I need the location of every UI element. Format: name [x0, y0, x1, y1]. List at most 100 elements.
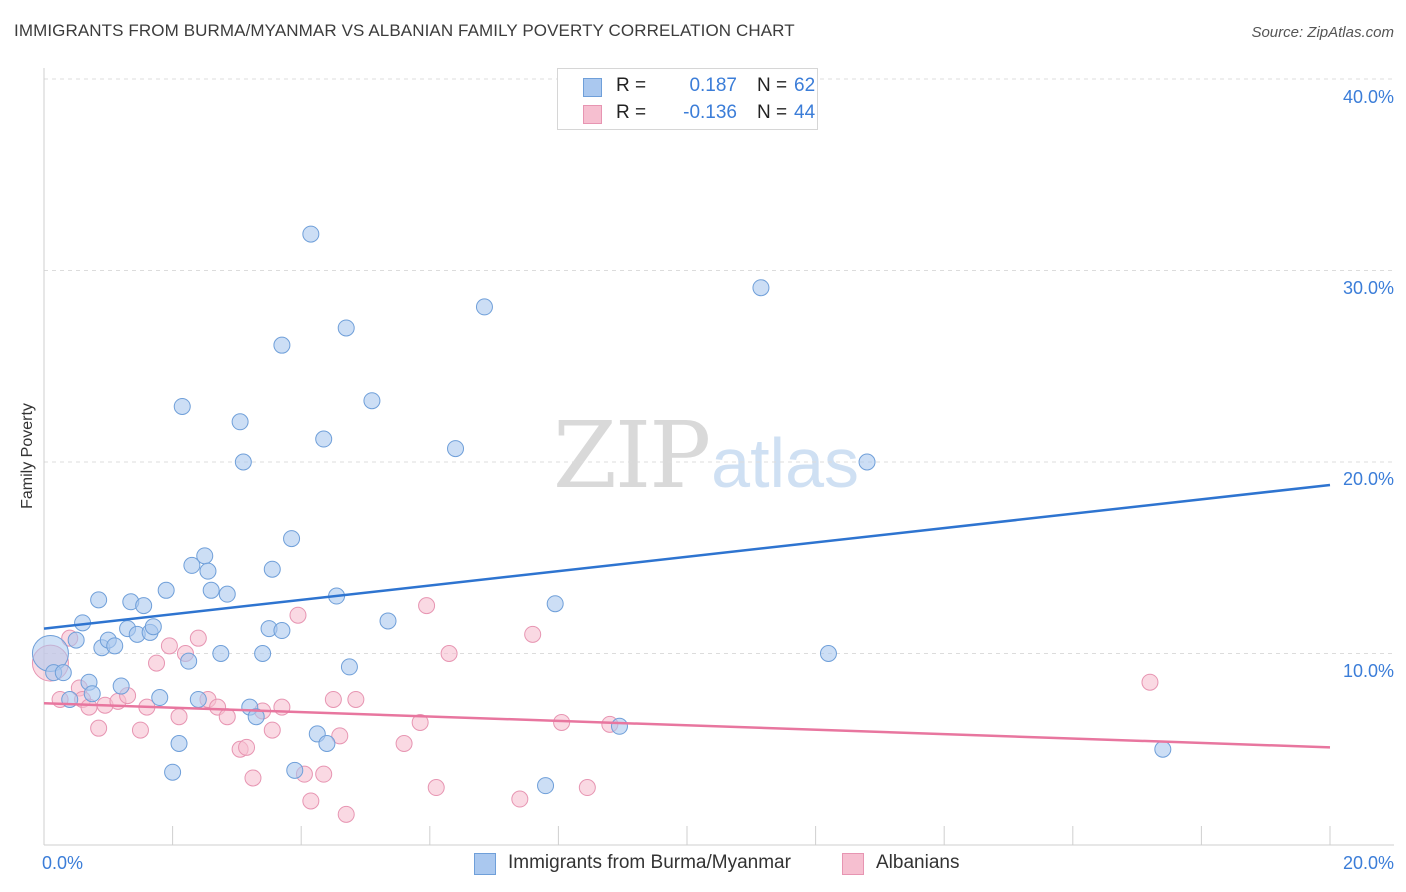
burma-point: [302, 225, 320, 243]
burma-point: [135, 597, 153, 615]
legend-n-value: 62: [794, 75, 816, 96]
y-tick-label-20: 20.0%: [1343, 469, 1394, 489]
burma-point: [254, 645, 272, 662]
albanian-point: [1141, 673, 1159, 691]
albanian-point: [131, 721, 149, 739]
albanian-point: [440, 645, 458, 662]
albanian-point: [578, 779, 596, 797]
burma-point: [1154, 740, 1172, 758]
burma-trend-line: [43, 483, 1331, 630]
correlation-legend: R = 0.187 N = 62 R = -0.136 N = 44: [557, 68, 818, 130]
albanian-point: [189, 629, 207, 647]
burma-point: [196, 547, 214, 565]
burma-point: [286, 761, 304, 779]
burma-point: [273, 336, 291, 354]
albanian-point: [418, 597, 436, 615]
chart-title: IMMIGRANTS FROM BURMA/MYANMAR VS ALBANIA…: [14, 21, 795, 40]
albanian-point: [427, 779, 445, 797]
series-swatch-blue: [474, 853, 496, 875]
burma-point: [318, 735, 336, 753]
burma-point: [83, 685, 101, 703]
burma-point: [212, 645, 230, 662]
albanian-point: [238, 738, 256, 756]
burma-point: [315, 430, 333, 448]
watermark-atlas: atlas: [711, 424, 860, 502]
burma-point: [183, 556, 201, 574]
burma-point: [180, 652, 198, 670]
watermark: ZIPatlas: [553, 402, 859, 509]
x-tick-label-min: 0.0%: [42, 853, 83, 873]
burma-point: [218, 585, 236, 603]
burma-point: [858, 453, 876, 471]
albanian-point: [347, 690, 365, 708]
albanian-point: [218, 708, 236, 726]
legend-n-label: N =: [757, 75, 788, 96]
burma-point: [170, 735, 188, 753]
burma-point: [546, 595, 564, 613]
legend-swatch-blue: [583, 78, 602, 97]
albanian-point: [324, 690, 342, 708]
y-tick-label-10: 10.0%: [1343, 661, 1394, 681]
burma-point: [202, 581, 220, 599]
burma-point: [112, 677, 130, 695]
albanian-point: [263, 721, 281, 739]
albanian-point: [90, 719, 108, 737]
albanian-point: [395, 735, 413, 753]
burma-point: [231, 413, 249, 431]
legend-r-label: R =: [616, 75, 647, 96]
axes: [43, 68, 1394, 846]
legend-r-value: -0.136: [683, 102, 737, 123]
burma-point: [144, 618, 162, 636]
albanian-point: [244, 769, 262, 787]
x-tick-label-max: 20.0%: [1343, 853, 1394, 873]
burma-point: [189, 690, 207, 708]
burma-point: [157, 581, 175, 599]
series-swatch-pink: [842, 853, 864, 875]
burma-point: [67, 631, 85, 649]
legend-n-label: N =: [757, 102, 788, 123]
trend-lines: [43, 483, 1331, 749]
burma-point: [379, 612, 397, 630]
burma-point: [90, 591, 108, 609]
legend-r-label: R =: [616, 102, 647, 123]
albanian-point: [289, 606, 307, 624]
burma-point: [610, 717, 628, 735]
watermark-zip: ZIP: [553, 402, 711, 509]
albanian-point: [302, 792, 320, 810]
grid-lines: [44, 78, 1394, 654]
burma-point: [752, 279, 770, 297]
burma-point: [340, 658, 358, 676]
burma-point: [337, 319, 355, 337]
legend-r-value: 0.187: [689, 75, 737, 96]
burma-point: [363, 392, 381, 410]
burma-point: [447, 440, 465, 458]
legend-n-value: 44: [794, 102, 816, 123]
burma-point: [173, 397, 191, 415]
burma-point: [234, 453, 252, 471]
burma-point: [164, 763, 182, 781]
series-name-burma: Immigrants from Burma/Myanmar: [508, 852, 791, 873]
burma-point: [263, 560, 281, 578]
y-tick-label-30: 30.0%: [1343, 278, 1394, 298]
burma-point: [475, 298, 493, 316]
y-tick-label-40: 40.0%: [1343, 87, 1394, 107]
burma-point: [247, 708, 265, 726]
burma-point: [283, 530, 301, 548]
burma-points: [31, 225, 1172, 795]
albanian-point: [331, 727, 349, 745]
source-label: Source: ZipAtlas.com: [1251, 24, 1394, 41]
albanian-point: [148, 654, 166, 672]
albanian-point: [524, 625, 542, 643]
albanian-point: [170, 708, 188, 726]
series-name-albanians: Albanians: [876, 852, 960, 873]
burma-point: [819, 645, 837, 662]
albanian-point: [511, 790, 529, 808]
burma-point: [199, 562, 217, 580]
burma-point: [54, 664, 72, 682]
albanian-trend-line: [43, 702, 1331, 749]
albanian-point: [411, 713, 429, 731]
legend-swatch-pink: [583, 105, 602, 124]
tick-labels: 0.0% 20.0% 10.0% 20.0% 30.0% 40.0%: [42, 87, 1394, 873]
burma-point: [273, 622, 291, 640]
burma-point: [106, 637, 124, 655]
